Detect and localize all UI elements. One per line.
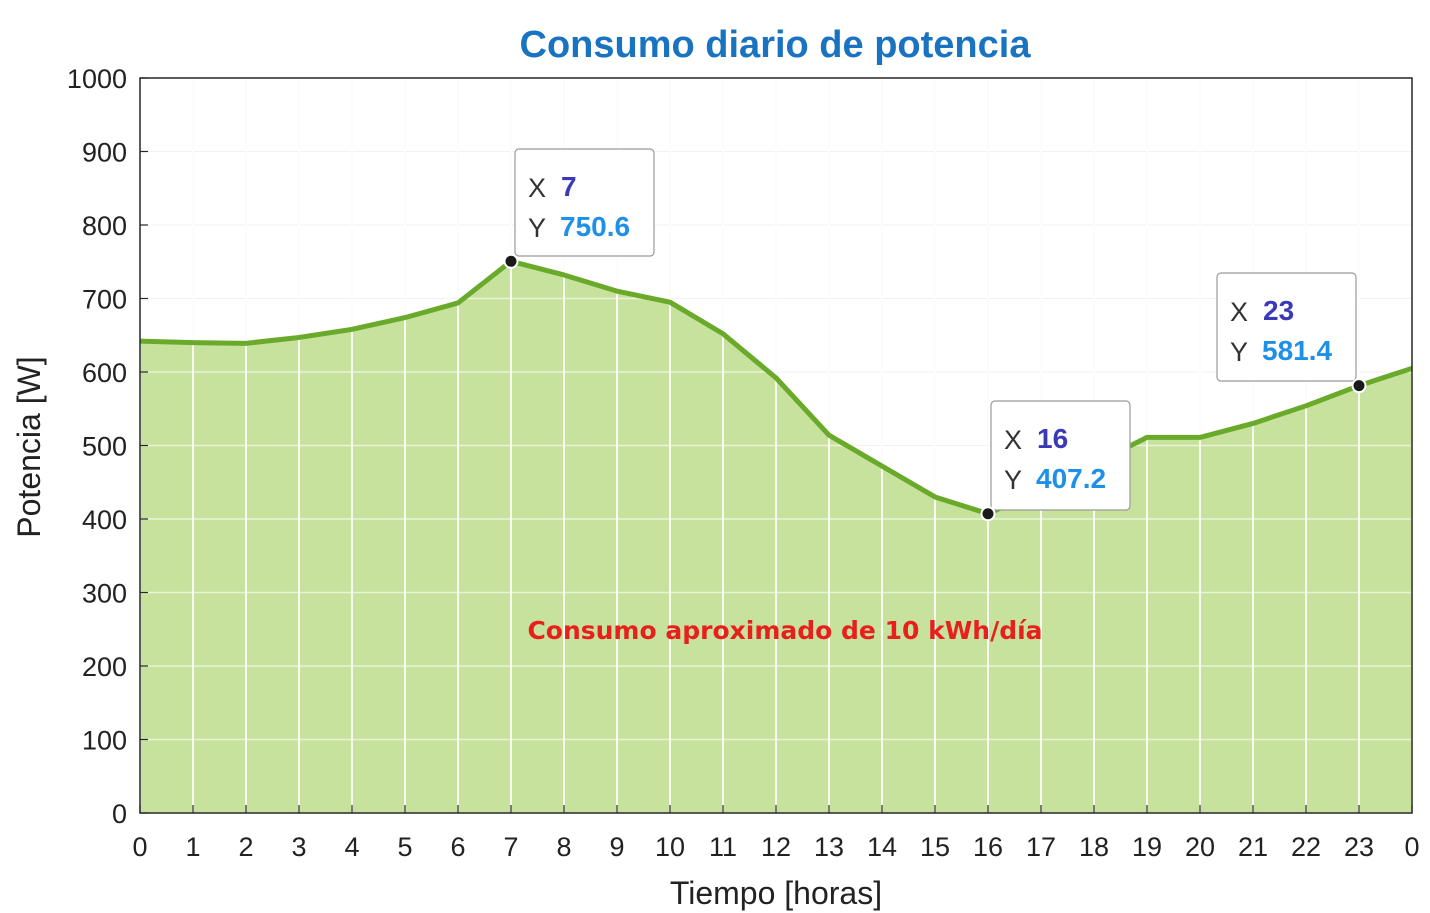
x-tick-label: 0 [132,832,147,862]
datatip-x-value: 23 [1263,295,1294,326]
y-tick-label: 0 [112,799,127,829]
datatip-marker [980,506,996,522]
x-tick-label: 10 [655,832,685,862]
y-tick-label: 500 [82,432,127,462]
datatip-box [1216,272,1357,382]
y-tick-label: 300 [82,579,127,609]
datatip[interactable]: X 16 Y 407.2 [980,400,1131,522]
x-tick-label: 13 [814,832,844,862]
x-tick-label: 5 [397,832,412,862]
x-tick-label: 7 [503,832,518,862]
x-tick-label: 0 [1404,832,1419,862]
x-tick-label: 17 [1026,832,1056,862]
datatip-y-value: 750.6 [560,211,630,242]
x-tick-label: 4 [344,832,359,862]
datatip-y-value: 581.4 [1262,335,1332,366]
x-tick-label: 21 [1238,832,1268,862]
x-tick-label: 23 [1344,832,1374,862]
x-tick-label: 2 [238,832,253,862]
x-tick-label: 8 [556,832,571,862]
datatip-y-label: Y [528,213,546,243]
datatip-box [990,400,1131,511]
x-tick-label: 3 [291,832,306,862]
y-tick-label: 700 [82,285,127,315]
y-tick-label: 200 [82,652,127,682]
datatip-y-value: 407.2 [1036,463,1106,494]
y-tick-label: 800 [82,211,127,241]
x-tick-label: 15 [920,832,950,862]
y-tick-label: 1000 [67,64,127,94]
x-tick-label: 16 [973,832,1003,862]
y-tick-label: 100 [82,726,127,756]
x-tick-label: 18 [1079,832,1109,862]
plot-area: 0 1 2 3 4 5 6 7 8 9 10 11 12 13 14 15 16 17 18 19 20 21 22 23 00… [67,64,1420,862]
consumption-annotation: Consumo aproximado de 10 kWh/día [527,616,1042,645]
datatip-x-value: 7 [561,171,577,202]
x-tick-label: 9 [609,832,624,862]
x-tick-label: 12 [761,832,791,862]
y-tick-label: 400 [82,505,127,535]
datatip[interactable]: X 7Y 750.6 [503,148,655,269]
datatip-box [514,148,655,257]
y-tick-label: 600 [82,358,127,388]
x-axis-title: Tiempo [horas] [670,875,882,911]
datatip-y-label: Y [1004,465,1022,495]
x-tick-label: 1 [185,832,200,862]
datatip-x-label: X [528,173,546,203]
chart-title: Consumo diario de potencia [520,24,1032,66]
x-tick-label: 11 [709,832,737,862]
y-axis-title: Potencia [W] [11,356,47,537]
datatip-x-label: X [1230,297,1248,327]
x-tick-label: 19 [1132,832,1162,862]
series-line [139,258,1413,517]
datatip-x-label: X [1004,425,1022,455]
datatip-marker [503,253,519,269]
datatip-y-label: Y [1230,337,1248,367]
x-tick-label: 14 [867,832,897,862]
datatip-x-value: 16 [1037,423,1068,454]
x-tick-label: 20 [1185,832,1215,862]
y-tick-label: 900 [82,138,127,168]
datatip-marker [1351,378,1367,394]
x-tick-label: 22 [1291,832,1321,862]
datatip[interactable]: X 23 Y 581.4 [1216,272,1367,394]
x-tick-label: 6 [450,832,465,862]
